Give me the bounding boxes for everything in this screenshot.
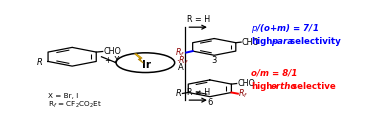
Text: high-: high- [251,82,276,91]
Text: $\cdot$R$_f$: $\cdot$R$_f$ [176,55,189,67]
Text: R ≠ H: R ≠ H [187,88,211,97]
Text: 6: 6 [207,98,212,107]
Text: para: para [271,38,293,46]
Text: R$_f$: R$_f$ [239,88,249,100]
Text: R: R [36,57,42,67]
Text: CHO: CHO [103,47,121,56]
Text: o/m = 8/1: o/m = 8/1 [251,68,297,78]
Text: + X-R$_f$: + X-R$_f$ [104,55,133,67]
Text: selectivity: selectivity [287,38,340,46]
Text: R: R [176,89,182,98]
Text: CHO: CHO [242,38,260,46]
Text: $p$/(o+m) = 7/1: $p$/(o+m) = 7/1 [251,22,319,35]
Text: 3: 3 [212,56,217,65]
Text: X = Br, I: X = Br, I [48,93,78,99]
Text: R$_f$ = CF$_2$CO$_2$Et: R$_f$ = CF$_2$CO$_2$Et [48,99,102,110]
Text: Ir: Ir [143,60,151,70]
Text: selective: selective [289,82,336,91]
Text: R = H: R = H [187,15,211,24]
Text: R$_f$: R$_f$ [175,46,185,59]
Text: A: A [178,63,183,72]
Circle shape [116,53,175,73]
Text: ortho: ortho [271,82,297,91]
Text: high-: high- [251,38,276,46]
Text: CHO: CHO [237,79,255,88]
Polygon shape [135,54,143,63]
